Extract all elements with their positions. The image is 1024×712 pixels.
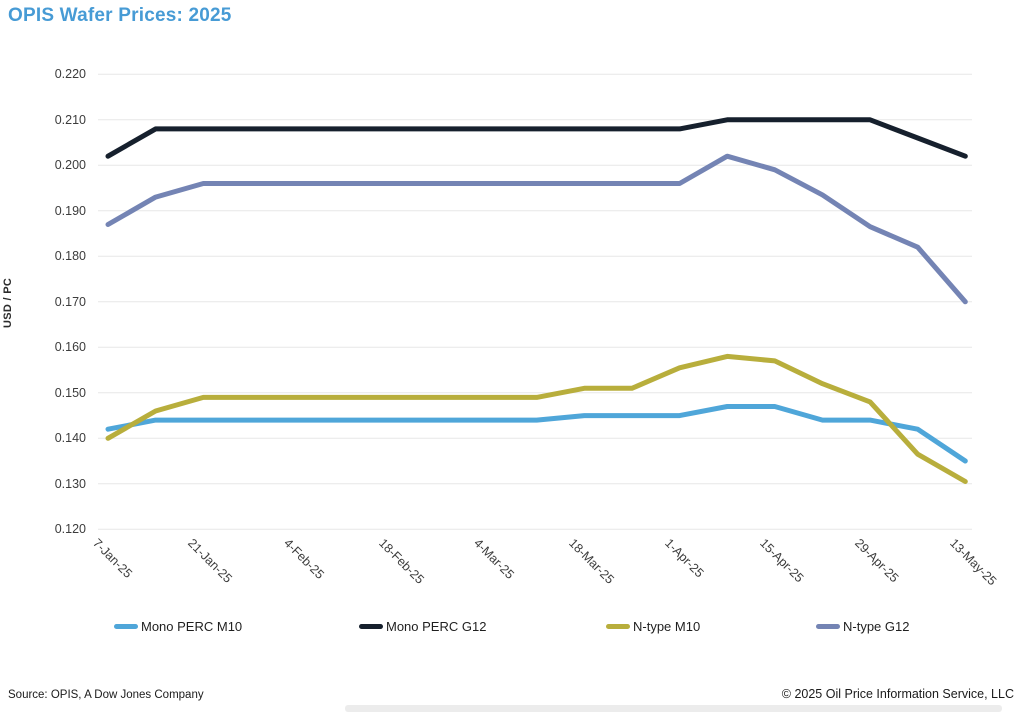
- series-line-mono-perc-g12: [105, 117, 968, 159]
- y-tick-label: 0.130: [54, 476, 86, 491]
- series-line-n-type-m10: [105, 353, 968, 484]
- legend-item-n-type-m10: N-type M10: [606, 614, 700, 638]
- legend-item-n-type-g12: N-type G12: [816, 614, 909, 638]
- chart-title: OPIS Wafer Prices: 2025: [8, 5, 232, 26]
- legend-item-mono-perc-g12: Mono PERC G12: [359, 614, 486, 638]
- x-tick-label: 13-May-25: [947, 536, 1000, 589]
- x-tick-label: 21-Jan-25: [185, 536, 236, 586]
- y-axis-title: USD / PC: [2, 277, 14, 329]
- legend-label: Mono PERC M10: [141, 618, 243, 634]
- legend-swatch-n-type-g12: [816, 623, 840, 629]
- series-line-mono-perc-m10: [105, 404, 968, 464]
- y-tick-label: 0.200: [54, 158, 86, 173]
- x-tick-label: 18-Feb-25: [375, 536, 427, 587]
- line-chart-plot: [98, 73, 972, 530]
- legend-item-mono-perc-m10: Mono PERC M10: [114, 614, 242, 638]
- x-tick-label: 18-Mar-25: [566, 536, 618, 587]
- legend-swatch-mono-perc-m10: [114, 623, 138, 629]
- y-tick-label: 0.170: [54, 294, 86, 309]
- chart-legend: Mono PERC M10 Mono PERC G12 N-type M10 N…: [0, 614, 1024, 640]
- legend-swatch-mono-perc-g12: [359, 623, 383, 629]
- y-tick-label: 0.220: [54, 67, 86, 82]
- y-tick-label: 0.120: [54, 522, 86, 537]
- x-tick-label: 7-Jan-25: [90, 536, 135, 581]
- legend-label: Mono PERC G12: [386, 618, 487, 634]
- x-tick-label: 29-Apr-25: [852, 536, 902, 586]
- legend-label: N-type G12: [843, 618, 910, 634]
- x-tick-label: 15-Apr-25: [756, 536, 807, 586]
- bottom-scrollbar[interactable]: [345, 705, 1002, 712]
- source-note: Source: OPIS, A Dow Jones Company: [8, 689, 204, 701]
- y-tick-label: 0.160: [54, 340, 86, 355]
- y-tick-label: 0.210: [54, 112, 86, 127]
- y-tick-label: 0.140: [54, 431, 86, 446]
- x-tick-label: 4-Mar-25: [471, 536, 517, 582]
- y-tick-label: 0.180: [54, 249, 86, 264]
- x-tick-label: 4-Feb-25: [280, 536, 327, 582]
- legend-label: N-type M10: [633, 618, 701, 634]
- legend-swatch-n-type-m10: [606, 623, 630, 629]
- series-line-n-type-g12: [105, 153, 968, 305]
- x-tick-label: 1-Apr-25: [661, 536, 706, 581]
- copyright-note: © 2025 Oil Price Information Service, LL…: [781, 687, 1014, 701]
- y-tick-label: 0.190: [54, 203, 86, 218]
- y-tick-label: 0.150: [54, 385, 86, 400]
